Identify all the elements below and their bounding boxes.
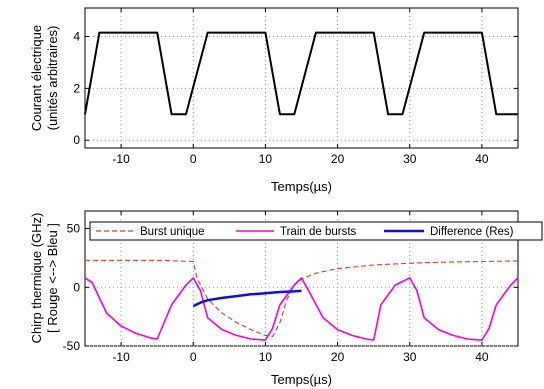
current-chart-x-tick-label: 10	[259, 152, 273, 166]
current-chart: -10 0 10 20 30 40 0 2 4 Temps(µs) Courant élect…	[29, 7, 519, 194]
chirp-chart-y-tick-label: -50	[63, 339, 81, 353]
chirp-chart-ylabel-line2: [ Rouge <--> Bleu ]	[45, 223, 60, 333]
current-chart-series-group	[84, 31, 518, 116]
chirp-chart-x-tick-label: 10	[259, 350, 273, 364]
chirp-chart-x-tick-label: 40	[475, 350, 489, 364]
legend-item-train-de-bursts: Train de bursts	[236, 226, 357, 238]
chirp-chart-legend: Burst unique Train de bursts Difference …	[89, 221, 543, 241]
chirp-chart-x-tick-label: 0	[190, 350, 197, 364]
current-chart-y-tick-label: 4	[73, 30, 80, 44]
chirp-chart-y-tick-label: 0	[73, 280, 80, 294]
chirp-chart-ylabel-line1: Chirp thermique (GHz)	[29, 213, 44, 344]
current-chart-y-tick-label: 0	[73, 133, 80, 147]
chirp-chart: -10 0 10 20 30 40 -50 0 50 Temps(µs) Chirp ther…	[29, 210, 543, 387]
current-chart-series-line-0	[84, 31, 518, 116]
current-chart-plot-area	[84, 7, 519, 149]
legend-label-burst-unique: Burst unique	[140, 226, 205, 238]
chirp-chart-x-tick-label: 20	[331, 350, 345, 364]
chirp-chart-y-ticks: -50 0 50	[63, 222, 518, 353]
current-chart-ylabel-line1: Courant électrique	[29, 25, 44, 131]
current-chart-x-tick-label: 30	[403, 152, 417, 166]
legend-label-train-de-bursts: Train de bursts	[280, 226, 357, 238]
legend-label-difference: Difference (Res)	[430, 226, 514, 238]
chirp-chart-series-line-0	[85, 259, 519, 338]
chirp-chart-xlabel: Temps(µs)	[271, 372, 332, 387]
current-chart-y-ticks: 0 2 4	[73, 30, 518, 147]
chirp-chart-series-group	[84, 259, 519, 341]
chirp-chart-x-tick-label: -10	[112, 350, 130, 364]
current-chart-x-tick-label: 40	[475, 152, 489, 166]
current-chart-x-tick-label: 0	[190, 152, 197, 166]
legend-item-difference: Difference (Res)	[384, 226, 514, 238]
current-chart-y-tick-label: 2	[73, 81, 80, 95]
current-chart-x-ticks: -10 0 10 20 30 40	[112, 8, 489, 166]
legend-box	[89, 221, 543, 241]
chirp-chart-series-line-2	[192, 289, 302, 308]
chirp-chart-x-tick-label: 30	[403, 350, 417, 364]
legend-item-burst-unique: Burst unique	[96, 226, 205, 238]
current-chart-xlabel: Temps(µs)	[271, 179, 332, 194]
current-chart-x-tick-label: 20	[331, 152, 345, 166]
current-chart-x-tick-label: -10	[112, 152, 130, 166]
chirp-chart-x-ticks: -10 0 10 20 30 40	[112, 211, 489, 364]
current-chart-ylabel-line2: (unités arbitraires)	[45, 26, 60, 131]
chirp-chart-y-tick-label: 50	[67, 222, 81, 236]
chirp-chart-series-line-1	[84, 277, 519, 341]
